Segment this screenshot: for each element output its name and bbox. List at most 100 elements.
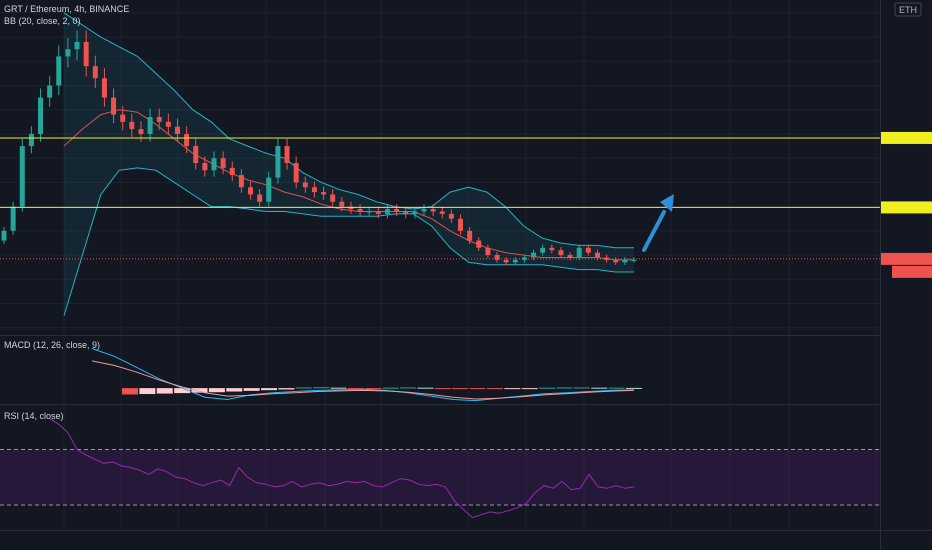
- macd-histogram-bar: [539, 387, 556, 389]
- candle-body: [129, 121, 135, 130]
- symbol-title: GRT / Ethereum, 4h, BINANCE: [4, 4, 129, 14]
- macd-histogram-bar: [243, 388, 260, 391]
- candle-body: [540, 247, 546, 253]
- candle-body: [38, 97, 44, 134]
- macd-histogram-bar: [208, 388, 225, 393]
- hline-price-tag: [881, 201, 932, 214]
- macd-histogram-bar: [226, 388, 243, 392]
- candle-body: [357, 209, 363, 212]
- rsi-indicator-label[interactable]: RSI (14, close): [4, 411, 64, 421]
- candle-body: [521, 257, 527, 260]
- candle-body: [302, 182, 308, 188]
- bb-indicator-label[interactable]: BB (20, close, 2, 0): [4, 16, 81, 26]
- candle-body: [549, 247, 555, 251]
- macd-histogram-bar: [521, 388, 538, 390]
- macd-histogram-bar: [573, 387, 590, 389]
- macd-histogram-bar: [626, 387, 642, 389]
- candle-body: [467, 230, 473, 241]
- candle-body: [65, 49, 71, 57]
- arrow-shaft[interactable]: [642, 210, 666, 252]
- candle-body: [339, 201, 345, 207]
- candle-body: [47, 85, 53, 98]
- candle-body: [211, 158, 217, 171]
- macd-histogram-bar: [452, 388, 469, 390]
- candle-body: [138, 129, 144, 134]
- candle-body: [412, 211, 418, 214]
- macd-histogram-bar: [122, 388, 138, 395]
- candle-body: [202, 163, 208, 171]
- candle-body: [1, 230, 7, 241]
- macd-histogram-bar: [191, 388, 208, 393]
- candle-body: [83, 41, 89, 67]
- macd-histogram-bar: [295, 387, 312, 389]
- candle-body: [375, 211, 381, 214]
- macd-histogram-bar: [591, 387, 608, 389]
- candle-body: [594, 252, 600, 258]
- last-price-tag: [881, 252, 932, 265]
- macd-histogram-bar: [347, 388, 364, 390]
- candle-body: [494, 255, 500, 260]
- countdown-tag: [892, 265, 932, 278]
- candle-body: [585, 247, 591, 253]
- candle-body: [147, 117, 153, 134]
- candle-body: [631, 259, 637, 261]
- macd-histogram-bar: [139, 388, 156, 395]
- candle-body: [248, 187, 254, 195]
- macd-pane: [91, 348, 642, 402]
- candle-body: [311, 187, 317, 193]
- candle-body: [622, 259, 628, 263]
- candle-body: [421, 209, 427, 212]
- candle-body: [74, 41, 80, 50]
- candle-body: [56, 56, 62, 86]
- candle-body: [220, 158, 226, 168]
- candle-body: [120, 114, 126, 122]
- candle-body: [257, 194, 263, 202]
- candle-body: [10, 206, 16, 231]
- candle-body: [567, 255, 573, 258]
- macd-histogram-bar: [261, 388, 278, 391]
- candle-body: [558, 250, 564, 256]
- macd-signal-line: [91, 360, 635, 400]
- candle-body: [321, 192, 327, 195]
- candle-body: [458, 218, 464, 231]
- macd-histogram-bar: [434, 388, 451, 390]
- candle-body: [503, 259, 509, 263]
- candle-body: [238, 175, 244, 188]
- bb-upper-band: [63, 12, 634, 249]
- candle-body: [476, 240, 482, 248]
- candle-body: [613, 259, 619, 263]
- currency-badge[interactable]: [894, 2, 922, 17]
- grid: [0, 0, 880, 530]
- macd-histogram-bar: [608, 387, 625, 389]
- candle-body: [576, 247, 582, 258]
- arrow-drawing[interactable]: [642, 194, 674, 252]
- macd-indicator-label[interactable]: MACD (12, 26, close, 9): [4, 340, 100, 350]
- price-tags: [881, 131, 932, 278]
- candle-body: [330, 194, 336, 202]
- arrow-head[interactable]: [660, 194, 674, 212]
- rsi-band-fill: [0, 449, 880, 505]
- candle-body: [394, 209, 400, 212]
- horizontal-lines[interactable]: [0, 137, 880, 260]
- candle-body: [512, 259, 518, 263]
- macd-histogram-bar: [278, 388, 295, 390]
- candle-body: [531, 252, 537, 258]
- candle-body: [165, 121, 171, 127]
- candle-body: [101, 78, 107, 98]
- candle-body: [28, 133, 34, 147]
- macd-histogram-bar: [365, 388, 382, 390]
- candle-body: [193, 146, 199, 164]
- macd-line: [91, 348, 635, 402]
- macd-histogram-bar: [469, 388, 486, 390]
- candle-body: [275, 146, 281, 178]
- bb-fill: [64, 12, 634, 316]
- candle-body: [293, 163, 299, 183]
- candle-body: [430, 209, 436, 212]
- macd-histogram-bar: [556, 387, 573, 389]
- candle-body: [366, 211, 372, 213]
- candle-body: [229, 167, 235, 176]
- candle-body: [111, 97, 117, 115]
- candle-body: [174, 126, 180, 134]
